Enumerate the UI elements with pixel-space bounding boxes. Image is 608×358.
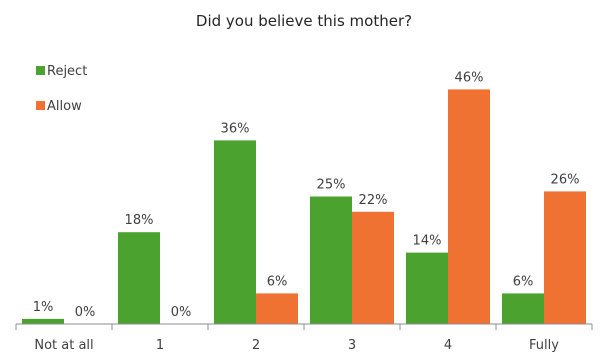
data-label-allow-1: 0%: [171, 305, 192, 320]
data-label-allow-3: 22%: [359, 193, 388, 208]
data-label-allow-4: 46%: [455, 70, 484, 85]
data-label-reject-0: 1%: [33, 300, 54, 315]
x-tick-label: 4: [444, 338, 452, 353]
x-tick-label: 2: [252, 338, 260, 353]
legend-swatch-allow: [36, 101, 45, 110]
data-label-reject-4: 14%: [413, 234, 442, 249]
legend-label-reject: Reject: [47, 64, 87, 79]
data-label-reject-1: 18%: [125, 213, 154, 228]
x-tick-label: 3: [348, 338, 356, 353]
bar-reject-1: [118, 232, 160, 324]
bar-reject-4: [406, 252, 448, 324]
x-tick-label: Fully: [529, 338, 559, 353]
bar-reject-0: [22, 318, 64, 324]
data-labels-group: 1% 0% 18% 0% 36% 6% 25% 22% 14% 46% 6% 26%: [33, 70, 580, 320]
x-tick-label: 1: [156, 338, 164, 353]
data-label-allow-0: 0%: [75, 305, 96, 320]
data-label-reject-2: 36%: [221, 121, 250, 136]
legend: Reject Allow: [36, 64, 87, 114]
data-label-reject-5: 6%: [513, 274, 534, 289]
bars-group: [22, 89, 586, 325]
bar-reject-3: [310, 196, 352, 324]
legend-swatch-reject: [36, 66, 45, 75]
bar-reject-2: [214, 140, 256, 324]
bar-allow-4: [448, 89, 490, 325]
data-label-allow-5: 26%: [551, 172, 580, 187]
bar-allow-2: [256, 293, 298, 324]
bar-reject-5: [502, 293, 544, 324]
data-label-allow-2: 6%: [267, 274, 288, 289]
chart-title: Did you believe this mother?: [196, 12, 412, 30]
x-tick-label: Not at all: [34, 338, 93, 353]
bar-allow-3: [352, 211, 394, 324]
x-axis: Not at all 1 2 3 4 Fully: [15, 323, 593, 353]
legend-label-allow: Allow: [47, 99, 82, 114]
bar-allow-5: [544, 191, 586, 324]
data-label-reject-3: 25%: [317, 178, 346, 193]
